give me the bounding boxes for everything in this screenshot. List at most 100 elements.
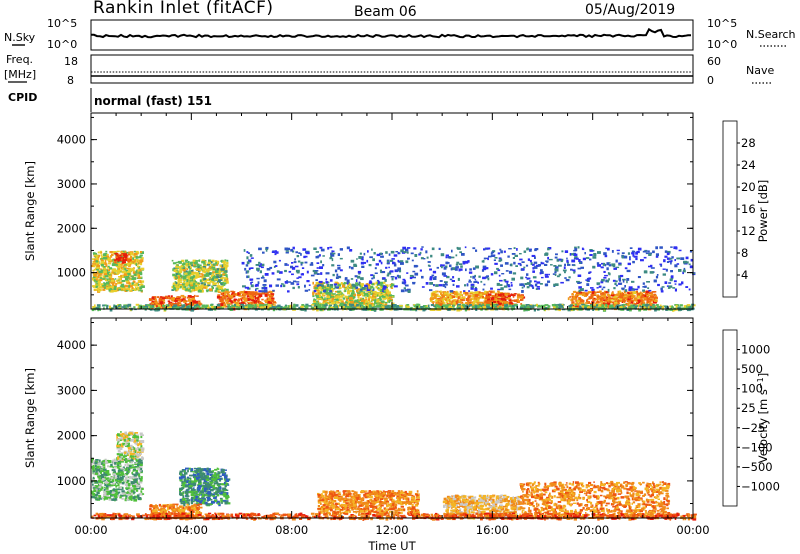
scatter-cell bbox=[239, 291, 242, 294]
scatter-cell bbox=[180, 264, 184, 268]
scatter-cell bbox=[209, 304, 213, 306]
scatter-cell bbox=[455, 290, 458, 293]
scatter-cell bbox=[218, 274, 221, 276]
scatter-cell bbox=[478, 275, 481, 278]
scatter-cell bbox=[93, 252, 97, 256]
scatter-cell bbox=[339, 302, 344, 305]
scatter-cell bbox=[479, 293, 483, 296]
freq-left-tick-bottom: 8 bbox=[67, 74, 74, 87]
scatter-cell bbox=[629, 258, 631, 261]
scatter-cell bbox=[406, 272, 409, 274]
scatter-cell bbox=[328, 298, 331, 301]
scatter-cell bbox=[393, 285, 398, 288]
scatter-cell bbox=[520, 283, 524, 286]
scatter-cell bbox=[611, 301, 616, 304]
scatter-cell bbox=[266, 303, 270, 306]
scatter-cell bbox=[386, 262, 389, 265]
scatter-cell bbox=[474, 278, 477, 281]
scatter-cell bbox=[117, 253, 120, 256]
scatter-cell bbox=[255, 283, 259, 287]
scatter-cell bbox=[383, 290, 387, 293]
scatter-cell bbox=[189, 267, 191, 270]
scatter-cell bbox=[213, 263, 216, 266]
scatter-cell bbox=[597, 295, 601, 298]
scatter-cell bbox=[255, 300, 260, 303]
scatter-cell bbox=[130, 255, 133, 259]
scatter-cell bbox=[652, 300, 657, 304]
scatter-cell bbox=[271, 306, 275, 309]
scatter-cell bbox=[479, 301, 483, 304]
scatter-cell bbox=[293, 261, 297, 264]
scatter-cell bbox=[209, 277, 212, 279]
scatter-cell bbox=[603, 276, 607, 279]
scatter-cell bbox=[348, 266, 351, 269]
scatter-cell bbox=[186, 268, 189, 271]
scatter-cell bbox=[528, 249, 532, 252]
scatter-cell bbox=[685, 306, 689, 310]
scatter-cell bbox=[295, 269, 300, 273]
scatter-cell bbox=[253, 295, 256, 297]
scatter-cell bbox=[337, 292, 340, 295]
scatter-cell bbox=[615, 284, 618, 287]
scatter-cell bbox=[482, 265, 487, 268]
scatter-cell bbox=[506, 297, 511, 300]
scatter-cell bbox=[675, 304, 678, 308]
scatter-cell bbox=[681, 281, 684, 285]
scatter-cell bbox=[325, 304, 328, 307]
scatter-cell bbox=[626, 278, 630, 281]
scatter-cell bbox=[407, 290, 411, 293]
scatter-cell bbox=[665, 307, 669, 310]
scatter-cell bbox=[336, 290, 341, 293]
scatter-cell bbox=[261, 306, 264, 309]
scatter-cell bbox=[269, 284, 273, 288]
scatter-cell bbox=[327, 291, 332, 294]
scatter-cell bbox=[122, 257, 124, 260]
scatter-cell bbox=[308, 284, 311, 286]
scatter-cell bbox=[622, 280, 625, 283]
scatter-cell bbox=[118, 269, 123, 272]
scatter-cell bbox=[252, 300, 256, 304]
scatter-cell bbox=[426, 256, 429, 259]
scatter-cell bbox=[406, 251, 409, 254]
scatter-cell bbox=[373, 298, 377, 302]
scatter-cell bbox=[341, 285, 346, 288]
scatter-cell bbox=[447, 308, 450, 311]
scatter-cell bbox=[441, 294, 445, 297]
scatter-cell bbox=[566, 261, 569, 264]
scatter-cell bbox=[322, 301, 325, 304]
scatter-cell bbox=[586, 299, 588, 302]
scatter-cell bbox=[389, 259, 394, 262]
scatter-cell bbox=[670, 246, 673, 248]
scatter-cell bbox=[112, 258, 115, 261]
scatter-cell bbox=[315, 255, 319, 259]
scatter-cell bbox=[328, 307, 330, 310]
scatter-cell bbox=[126, 304, 129, 307]
scatter-cell bbox=[356, 258, 358, 260]
scatter-cell bbox=[270, 303, 274, 306]
scatter-cell bbox=[176, 284, 179, 287]
scatter-cell bbox=[156, 305, 159, 308]
scatter-cell bbox=[514, 303, 518, 307]
scatter-cell bbox=[222, 289, 226, 292]
scatter-cell bbox=[192, 275, 196, 278]
scatter-cell bbox=[226, 259, 229, 262]
scatter-cell bbox=[602, 286, 606, 289]
scatter-cell bbox=[504, 293, 509, 296]
scatter-cell bbox=[100, 269, 104, 272]
scatter-cell bbox=[357, 295, 360, 299]
scatter-cell bbox=[616, 300, 620, 304]
scatter-cell bbox=[581, 299, 584, 301]
scatter-cell bbox=[333, 306, 338, 310]
scatter-cell bbox=[337, 267, 341, 270]
scatter-cell bbox=[220, 300, 223, 302]
scatter-cell bbox=[411, 275, 414, 279]
scatter-cell bbox=[350, 303, 355, 307]
scatter-cell bbox=[656, 274, 659, 276]
scatter-cell bbox=[447, 305, 452, 308]
scatter-cell bbox=[118, 256, 122, 259]
scatter-cell bbox=[227, 304, 230, 306]
scatter-cell bbox=[614, 282, 617, 285]
scatter-cell bbox=[464, 304, 468, 308]
scatter-cell bbox=[318, 280, 323, 284]
scatter-cell bbox=[513, 261, 516, 265]
